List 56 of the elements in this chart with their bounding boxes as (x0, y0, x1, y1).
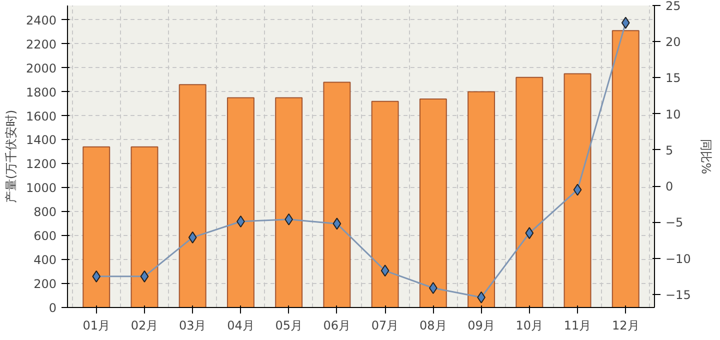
y2-tick-label: 0 (666, 180, 674, 194)
x-tick-label: 04月 (227, 318, 254, 332)
point (332, 218, 342, 230)
y-tick-label: 1200 (26, 157, 57, 172)
y2-tick-label: 10 (666, 107, 681, 122)
bar (468, 91, 496, 308)
bar (275, 97, 303, 308)
y-tick-label: 200 (34, 277, 56, 292)
x-tick-label: 06月 (323, 318, 351, 332)
y2-tick-label: 20 (666, 35, 681, 50)
bar (371, 100, 399, 308)
point (92, 270, 101, 282)
point (380, 264, 390, 277)
bar (323, 82, 351, 308)
x-tick-label: 02月 (130, 318, 158, 332)
y-tick-label: 400 (34, 253, 56, 268)
x-tick-label: 11月 (564, 318, 592, 332)
y2-axis-title: 同比% (698, 138, 713, 174)
x-tick-label: 09月 (468, 318, 495, 332)
bar (226, 97, 254, 308)
y2-tick-label: −15 (666, 288, 691, 302)
y-tick-label: 1600 (26, 109, 57, 124)
y2-tick-label: −10 (666, 252, 691, 266)
y2-tick-label: 25 (666, 0, 681, 13)
x-tick-label: 05月 (275, 318, 302, 332)
y2-tick-label: 15 (666, 71, 681, 86)
x-tick-label: 10月 (516, 318, 544, 332)
y2-tick-label: 5 (666, 144, 674, 158)
point (525, 227, 534, 240)
y-tick-label: 2400 (26, 13, 57, 28)
y-tick-label: 1400 (26, 133, 57, 148)
point (140, 270, 149, 282)
y2-tick-label: −5 (666, 216, 684, 230)
bar (82, 146, 110, 308)
bar (564, 73, 592, 308)
x-tick-label: 08月 (420, 318, 447, 332)
y-tick-label: 2200 (26, 37, 57, 52)
x-tick-label: 01月 (82, 318, 110, 332)
y-tick-label: 800 (34, 205, 56, 220)
y-tick-label: 1000 (26, 181, 57, 196)
y-tick-label: 1800 (26, 85, 57, 100)
bar (516, 76, 544, 308)
y-tick-label: 2000 (26, 61, 57, 76)
point (188, 231, 197, 244)
bar (419, 98, 447, 308)
point (621, 16, 630, 29)
bar (178, 84, 206, 308)
x-tick-label: 07月 (371, 318, 399, 332)
y-axis-title: 产量(万千伏安时) (4, 110, 18, 204)
y-tick-label: 0 (48, 301, 57, 315)
y-tick-label: 600 (34, 229, 56, 244)
bar (130, 146, 158, 308)
x-tick-label: 12月 (612, 318, 640, 332)
point (573, 184, 582, 196)
bar (612, 30, 640, 308)
x-tick-label: 03月 (178, 318, 206, 332)
